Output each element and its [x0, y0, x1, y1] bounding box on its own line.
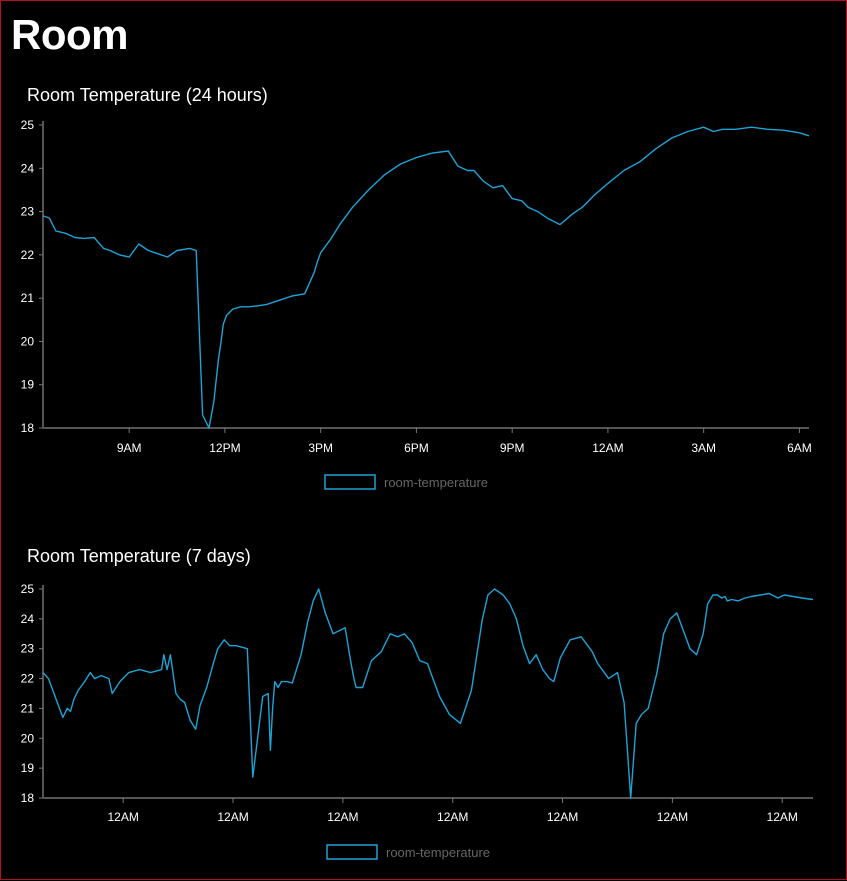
y-tick-label: 21 [21, 291, 35, 305]
legend-swatch [324, 474, 376, 490]
series-line-room-temperature [42, 588, 814, 799]
y-tick-label: 21 [21, 701, 35, 715]
legend-label: room-temperature [384, 475, 488, 490]
x-tick-label: 3PM [308, 441, 333, 455]
y-tick-label: 23 [21, 642, 35, 656]
x-tick-label: 12AM [108, 810, 139, 824]
legend-swatch [326, 844, 378, 860]
y-tick-label: 25 [21, 582, 35, 596]
y-tick-label: 19 [21, 761, 35, 775]
y-tick-label: 24 [21, 161, 35, 175]
x-tick-label: 12AM [327, 810, 358, 824]
chart-title: Room Temperature (24 hours) [27, 85, 268, 105]
x-tick-label: 12AM [767, 810, 798, 824]
y-tick-label: 24 [21, 612, 35, 626]
x-tick-label: 12AM [592, 441, 623, 455]
chart-24-hours-plot: 18 19 20 21 22 23 24 25 9AM 12PM 3PM 6PM 9PM 12AM 3AM 6… [21, 118, 812, 490]
x-tick-label: 3AM [691, 441, 716, 455]
y-tick-label: 18 [21, 791, 35, 805]
y-tick-label: 18 [21, 421, 35, 435]
y-tick-label: 19 [21, 378, 35, 392]
y-tick-label: 22 [21, 672, 35, 686]
legend-label: room-temperature [386, 845, 490, 860]
x-tick-label: 12AM [547, 810, 578, 824]
y-tick-label: 25 [21, 118, 35, 132]
y-tick-label: 23 [21, 205, 35, 219]
page-title: Room [11, 11, 129, 58]
chart-title: Room Temperature (7 days) [27, 546, 251, 566]
x-tick-label: 12AM [437, 810, 468, 824]
x-tick-label: 6AM [787, 441, 812, 455]
y-tick-label: 20 [21, 731, 35, 745]
x-tick-label: 12AM [217, 810, 248, 824]
x-tick-label: 9AM [117, 441, 142, 455]
x-tick-label: 6PM [404, 441, 429, 455]
x-tick-label: 12AM [657, 810, 688, 824]
x-tick-label: 9PM [500, 441, 525, 455]
x-tick-label: 12PM [209, 441, 240, 455]
y-tick-label: 22 [21, 248, 35, 262]
series-line-room-temperature [42, 126, 810, 429]
y-tick-label: 20 [21, 334, 35, 348]
